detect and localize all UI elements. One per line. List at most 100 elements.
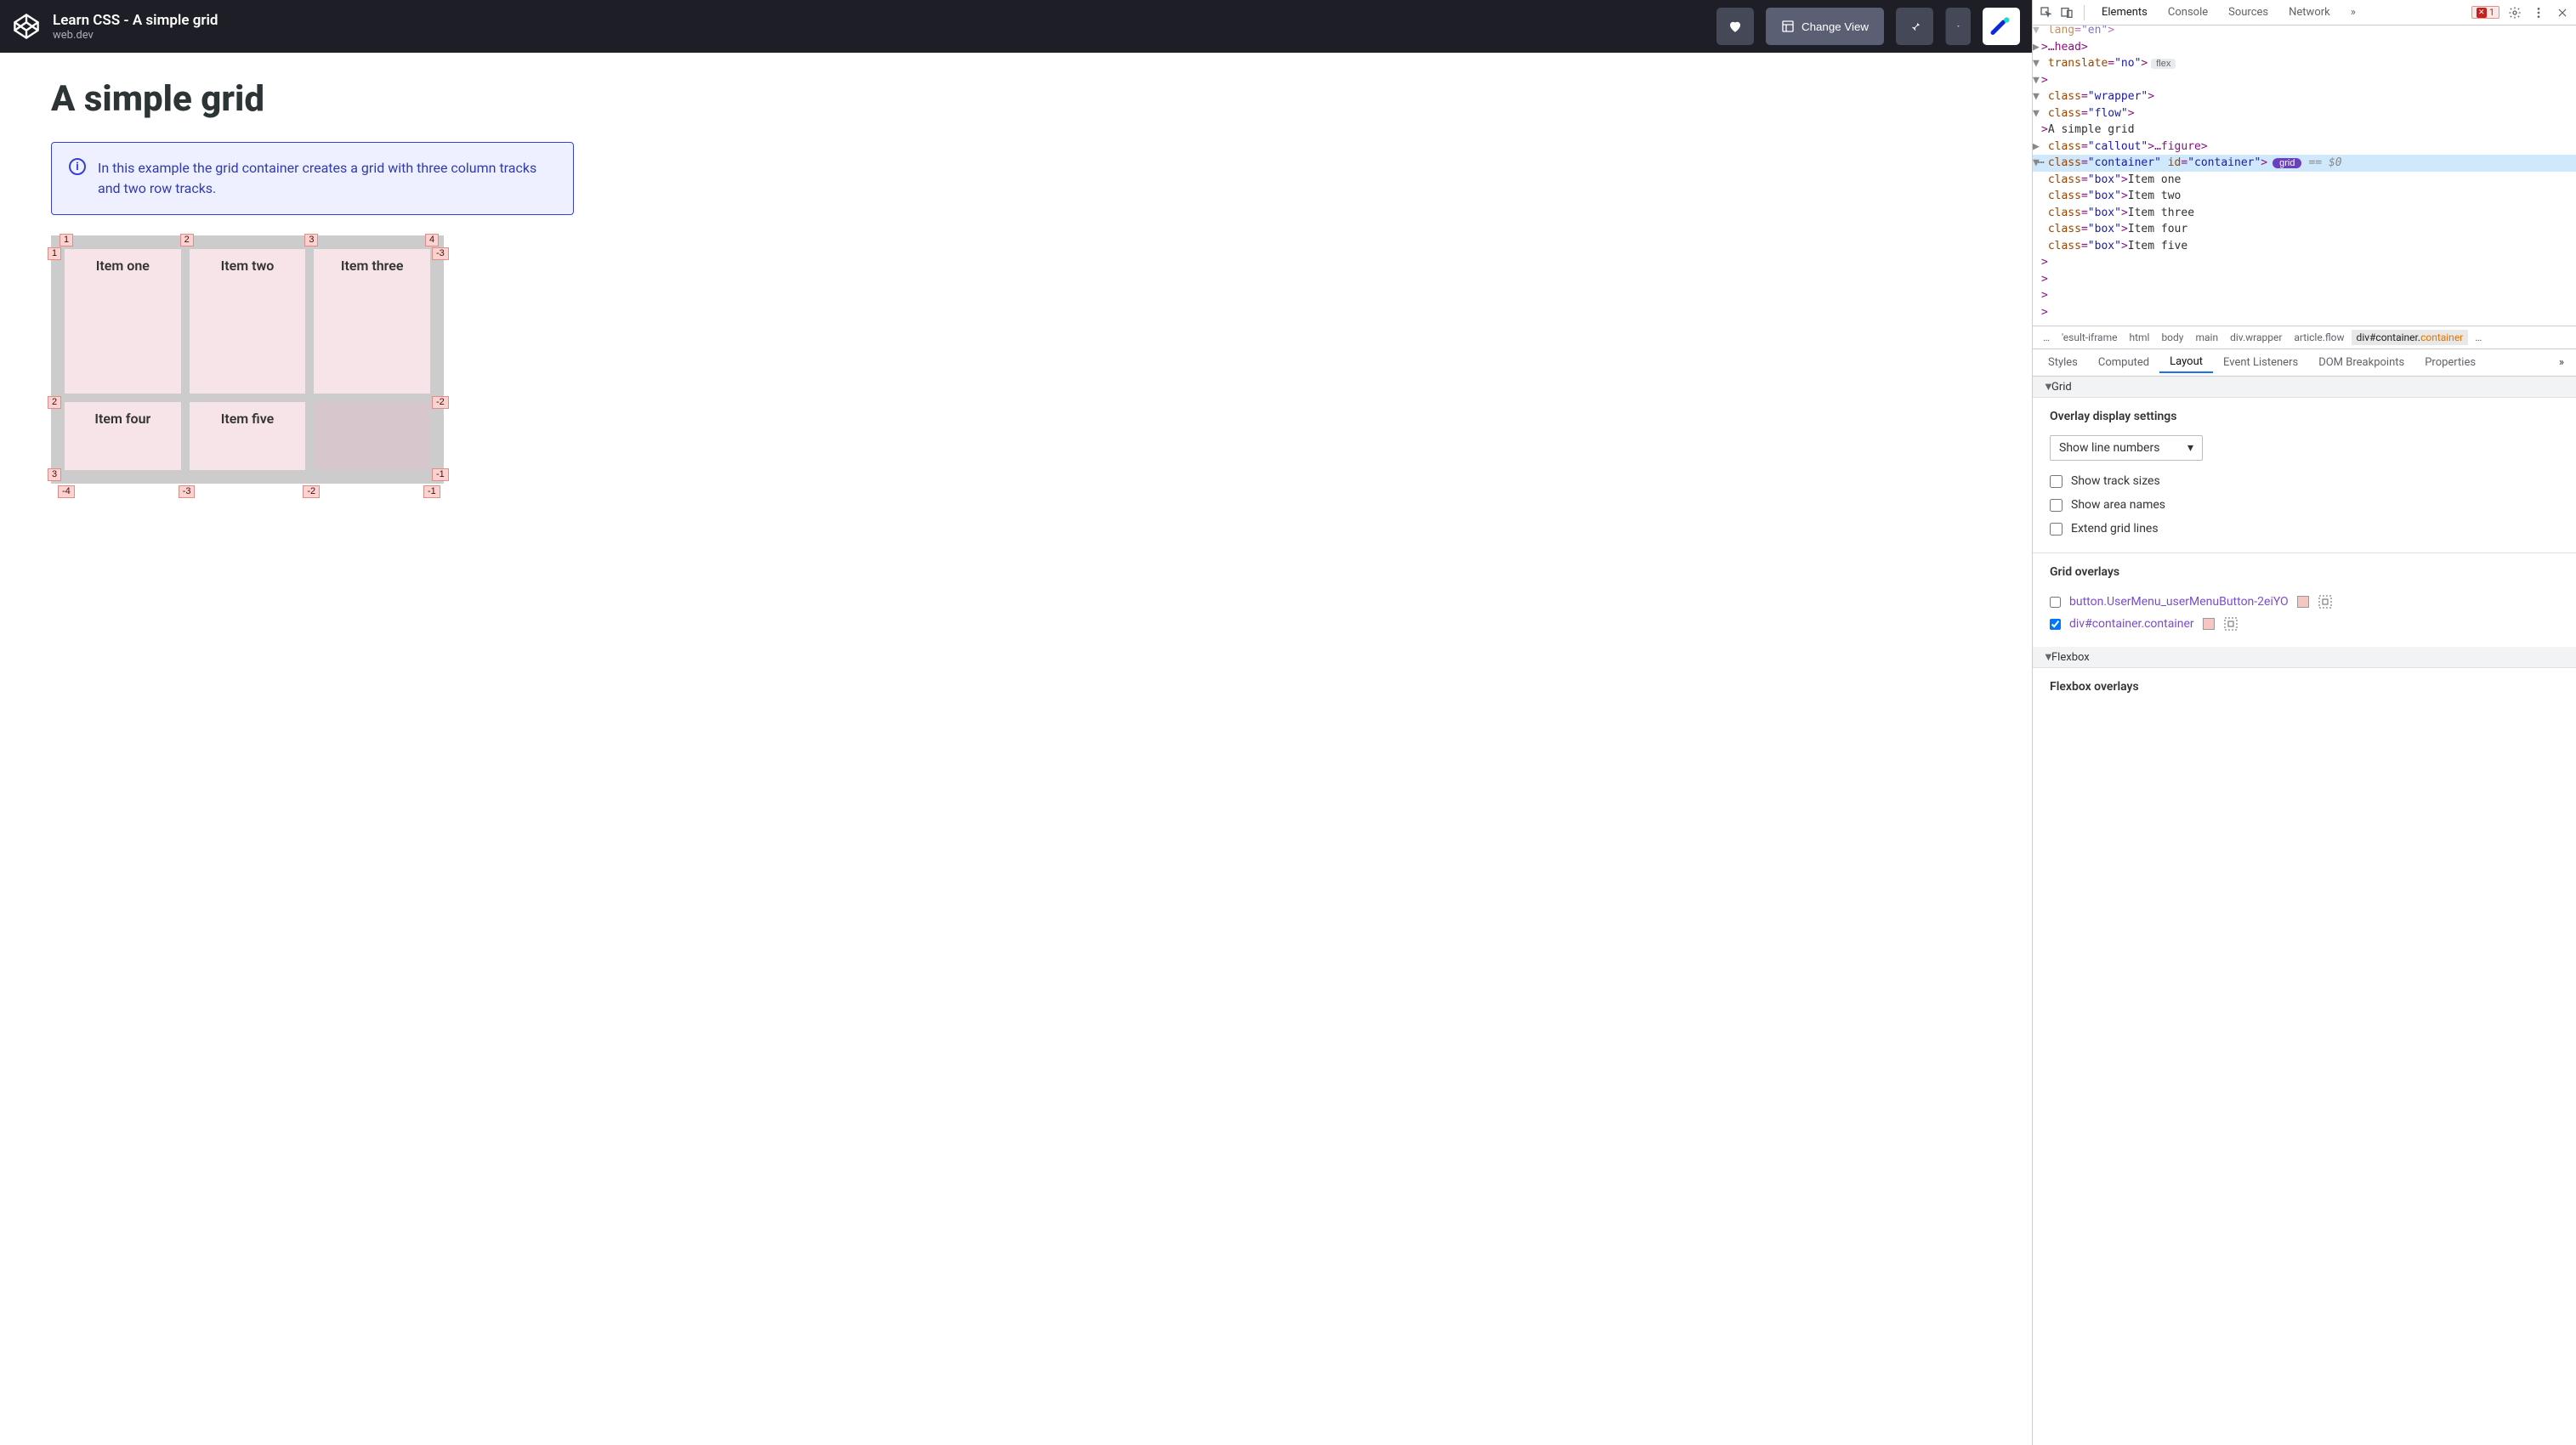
dom-row[interactable]: >: [2033, 271, 2576, 288]
grid-item: Item one: [65, 249, 181, 394]
grid-setting-checkbox[interactable]: Extend grid lines: [2050, 517, 2559, 541]
grid-line-label: 2: [180, 234, 194, 246]
grid-overlays-heading: Grid overlays: [2050, 565, 2559, 579]
crumb[interactable]: body: [2156, 330, 2188, 345]
dom-row[interactable]: ▶>…head>: [2033, 39, 2576, 56]
dom-row[interactable]: ▼>: [2033, 72, 2576, 89]
pane-more-icon[interactable]: »: [2552, 353, 2571, 372]
devtools-tab-console[interactable]: Console: [2159, 3, 2216, 22]
inspect-icon[interactable]: [2038, 4, 2055, 21]
grid-line-label: 2: [48, 396, 61, 409]
grid-line-label: 3: [48, 468, 61, 481]
grid-demo: Item oneItem twoItem three Item fourItem …: [51, 235, 444, 484]
more-tabs-button[interactable]: »: [2342, 3, 2364, 22]
grid-item: Item five: [190, 402, 306, 470]
settings-icon[interactable]: [2506, 4, 2523, 21]
error-counter[interactable]: 1: [2471, 6, 2499, 19]
dom-row[interactable]: ▼ class="flow">: [2033, 105, 2576, 122]
dom-row[interactable]: class="box">Item three: [2033, 205, 2576, 222]
dom-row[interactable]: class="box">Item one: [2033, 172, 2576, 189]
callout-text: In this example the grid container creat…: [98, 158, 556, 199]
grid-line-label: -4: [58, 485, 75, 498]
dom-row[interactable]: ▼ lang="en">: [2033, 26, 2576, 39]
overlay-color-swatch[interactable]: [2297, 596, 2309, 608]
like-button[interactable]: [1716, 8, 1754, 45]
overlay-checkbox[interactable]: [2050, 597, 2061, 608]
overlay-checkbox[interactable]: [2050, 619, 2061, 630]
crumb[interactable]: html: [2124, 330, 2154, 345]
crumb[interactable]: main: [2190, 330, 2223, 345]
overlay-color-swatch[interactable]: [2203, 618, 2215, 630]
pane-tab-computed[interactable]: Computed: [2088, 353, 2159, 372]
overlay-target-link[interactable]: div#container.container: [2069, 617, 2194, 631]
pane-tab-dom-breakpoints[interactable]: DOM Breakpoints: [2308, 353, 2414, 372]
change-view-label: Change View: [1801, 20, 1869, 33]
dom-row[interactable]: class="box">Item five: [2033, 238, 2576, 255]
dom-row[interactable]: >: [2033, 254, 2576, 271]
dom-row[interactable]: class="box">Item four: [2033, 221, 2576, 238]
pane-tab-properties[interactable]: Properties: [2414, 353, 2486, 372]
pin-dropdown-button[interactable]: [1945, 8, 1971, 45]
grid-overlay-row: button.UserMenu_userMenuButton-2eiYO: [2050, 591, 2559, 613]
grid-item-empty: [314, 402, 430, 470]
devtools-tab-sources[interactable]: Sources: [2220, 3, 2277, 22]
grid-line-label: -1: [432, 468, 449, 481]
pen-author[interactable]: web.dev: [53, 29, 1705, 42]
crumb[interactable]: article.flow: [2289, 330, 2349, 345]
overlay-target-link[interactable]: button.UserMenu_userMenuButton-2eiYO: [2069, 595, 2289, 609]
grid-setting-checkbox[interactable]: Show area names: [2050, 493, 2559, 517]
dom-row[interactable]: ▼ class="wrapper">: [2033, 88, 2576, 105]
grid-section-header[interactable]: ▼Grid: [2033, 377, 2576, 398]
codepen-logo-icon: [12, 12, 41, 41]
grid-setting-checkbox[interactable]: Show track sizes: [2050, 469, 2559, 493]
crumb[interactable]: …: [2038, 330, 2055, 345]
overlay-settings-heading: Overlay display settings: [2050, 410, 2559, 423]
line-numbers-select[interactable]: Show line numbers ▾: [2050, 435, 2203, 461]
overlay-grid-toggle-icon[interactable]: [2223, 616, 2238, 632]
breadcrumbs[interactable]: …'esult-iframehtmlbodymaindiv.wrapperart…: [2033, 326, 2576, 349]
info-icon: i: [69, 158, 86, 175]
page-heading: A simple grid: [51, 78, 1981, 120]
devtools-tab-network[interactable]: Network: [2280, 3, 2339, 22]
dom-row[interactable]: ▼ translate="no">flex: [2033, 55, 2576, 72]
grid-item: Item three: [314, 249, 430, 394]
dom-row[interactable]: ▼ class="container" id="container">grid=…: [2033, 155, 2576, 172]
crumb-more[interactable]: …: [2470, 330, 2487, 345]
grid-line-label: 3: [304, 234, 318, 246]
change-view-button[interactable]: Change View: [1766, 8, 1884, 45]
close-devtools-icon[interactable]: [2554, 4, 2571, 21]
pane-tab-layout[interactable]: Layout: [2159, 352, 2213, 373]
grid-line-label: 1: [60, 234, 73, 246]
pane-tab-styles[interactable]: Styles: [2038, 353, 2088, 372]
crumb[interactable]: div.wrapper: [2225, 330, 2287, 345]
grid-line-label: 4: [425, 234, 439, 246]
grid-line-label: -1: [423, 485, 440, 498]
elements-pane-tabs: StylesComputedLayoutEvent ListenersDOM B…: [2033, 349, 2576, 377]
dom-tree[interactable]: ▼ lang="en">▶>…head>▼ translate="no">fle…: [2033, 26, 2576, 326]
dom-row[interactable]: >: [2033, 304, 2576, 321]
pin-button[interactable]: [1896, 8, 1933, 45]
crumb[interactable]: 'esult-iframe: [2057, 330, 2122, 345]
info-callout: i In this example the grid container cre…: [51, 142, 574, 215]
grid-item: Item two: [190, 249, 306, 394]
flexbox-overlays-heading: Flexbox overlays: [2050, 680, 2559, 694]
grid-overlay-row: div#container.container: [2050, 613, 2559, 635]
crumb[interactable]: div#container.container: [2352, 330, 2469, 345]
grid-line-label: -2: [432, 396, 449, 409]
kebab-icon[interactable]: [2530, 4, 2547, 21]
chevron-down-icon: ▾: [2187, 441, 2193, 455]
device-toggle-icon[interactable]: [2058, 4, 2075, 21]
overlay-grid-toggle-icon[interactable]: [2318, 594, 2333, 609]
devtools-tab-elements[interactable]: Elements: [2093, 3, 2156, 22]
dom-row[interactable]: >: [2033, 287, 2576, 304]
pen-title: Learn CSS - A simple grid: [53, 12, 1705, 29]
grid-item: Item four: [65, 402, 181, 470]
dom-row[interactable]: class="box">Item two: [2033, 188, 2576, 205]
grid-line-label: -3: [432, 247, 449, 260]
pane-tab-event-listeners[interactable]: Event Listeners: [2213, 353, 2308, 372]
devtools-tabbar: ElementsConsoleSourcesNetwork » 1: [2033, 0, 2576, 26]
flexbox-section-header[interactable]: ▼Flexbox: [2033, 647, 2576, 668]
dom-row[interactable]: >A simple grid: [2033, 122, 2576, 139]
dom-row[interactable]: ▶ class="callout">…figure>: [2033, 139, 2576, 156]
external-tool-button[interactable]: [1983, 8, 2020, 45]
